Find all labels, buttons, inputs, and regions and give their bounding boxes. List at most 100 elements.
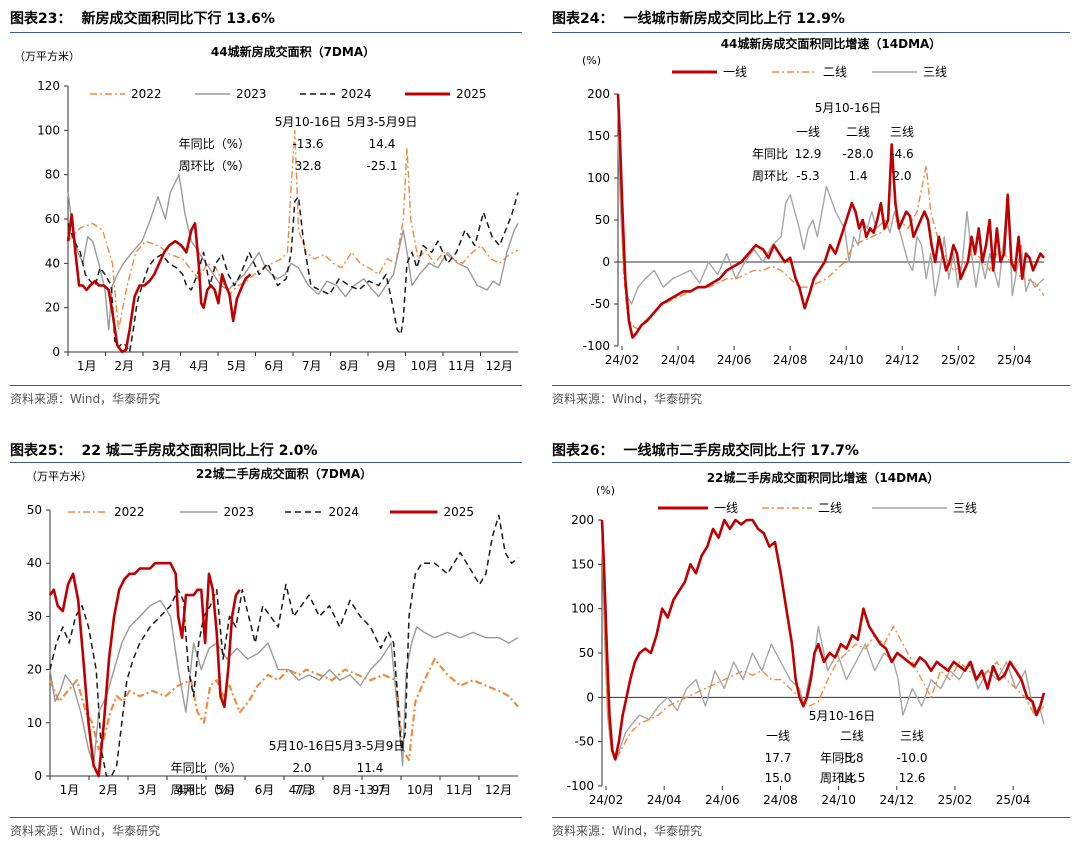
- panel-label: 图表23：: [10, 11, 72, 27]
- x-tick-label: 7月: [302, 359, 322, 373]
- y-axis-unit: (%): [596, 484, 615, 497]
- annotation-cell: 2.0: [892, 169, 911, 183]
- x-tick-label: 12月: [485, 783, 512, 797]
- x-tick-label: 24/04: [647, 793, 682, 807]
- x-tick-label: 24/02: [605, 353, 640, 367]
- annotation-cell: 5月3-5月9日: [335, 739, 406, 753]
- annotation-cell: 32.8: [295, 159, 322, 173]
- panel-label: 图表26：: [552, 443, 614, 459]
- annotation-cell: -5.3: [796, 169, 819, 183]
- panel-label: 图表25：: [10, 443, 72, 459]
- x-tick-label: 3月: [138, 783, 158, 797]
- series-line-一线: [616, 93, 1045, 339]
- annotation-cell: 11.4: [357, 761, 384, 775]
- y-tick-label: 0: [34, 769, 42, 783]
- y-tick-label: 150: [571, 557, 594, 571]
- legend-label-三线: 三线: [923, 65, 947, 79]
- annotation-cell: 一线: [766, 729, 790, 743]
- legend-label-2022: 2022: [131, 87, 162, 101]
- annotation-cell: -28.0: [842, 147, 873, 161]
- x-tick-label: 24/10: [829, 353, 864, 367]
- source-note: 资料来源：Wind，华泰研究: [552, 824, 703, 838]
- panel-title-text: 新房成交面积同比下行 13.6%: [81, 11, 275, 27]
- annotation-cell: 年同比（%）: [179, 137, 250, 151]
- chart-title: 44城新房成交面积同比增速（14DMA）: [721, 36, 942, 51]
- annotation-cell: 14.4: [369, 137, 396, 151]
- annotation-cell: -13.6: [292, 137, 323, 151]
- chart-tier1-secondhand-yoy: 22城二手房成交面积同比增速（14DMA） (%) -100 -50 0 50 100 150…: [567, 470, 1046, 807]
- series-line-2024: [67, 192, 519, 353]
- annotation-cell: 三线: [890, 125, 914, 139]
- y-axis-unit: （万平方米）: [26, 469, 92, 483]
- panel-title: 图表23： 新房成交面积同比下行 13.6%: [10, 8, 275, 28]
- y-tick-label: 50: [27, 503, 42, 517]
- panel-title-text: 22 城二手房成交面积同比上行 2.0%: [81, 443, 318, 459]
- y-tick-label: -100: [583, 339, 610, 353]
- y-tick-label: 0: [602, 255, 610, 269]
- chart-title: 44城新房成交面积（7DMA）: [211, 44, 375, 59]
- series-line-二线: [617, 102, 1045, 330]
- legend-label-2025: 2025: [444, 505, 475, 519]
- y-tick-label: 30: [27, 609, 42, 623]
- y-tick-label: 100: [37, 123, 60, 137]
- y-tick-label: 150: [587, 129, 610, 143]
- y-tick-label: -100: [567, 779, 594, 793]
- annotation-cell: -25.1: [366, 159, 397, 173]
- x-tick-label: 24/10: [821, 793, 856, 807]
- y-tick-label: 0: [586, 690, 594, 704]
- title-rule: [552, 462, 1070, 463]
- legend-label-2023: 2023: [236, 87, 267, 101]
- x-tick-label: 25/02: [941, 353, 976, 367]
- y-tick-label: 100: [587, 171, 610, 185]
- source-note: 资料来源：Wind，华泰研究: [10, 824, 161, 838]
- y-tick-label: 20: [27, 663, 42, 677]
- legend-label-2024: 2024: [341, 87, 372, 101]
- annotation-cell: 二线: [840, 729, 864, 743]
- series-line-2025: [48, 561, 241, 778]
- y-tick-label: 20: [45, 301, 60, 315]
- series-line-2025: [66, 213, 252, 354]
- annotation-cell: 周环比: [820, 771, 856, 785]
- annotation-cell: 5月10-16日: [815, 101, 882, 115]
- annotation-cell: 周环比（%）: [171, 783, 242, 797]
- annotation-cell: -10.0: [896, 751, 927, 765]
- annotation-cell: -13.7: [354, 783, 385, 797]
- x-tick-label: 24/06: [717, 353, 752, 367]
- annotation-cell: -5.8: [840, 751, 863, 765]
- panel-title-text: 一线城市新房成交同比上行 12.9%: [623, 11, 845, 27]
- legend-label-2023: 2023: [224, 505, 255, 519]
- x-tick-label: 24/06: [705, 793, 740, 807]
- legend-label-2025: 2025: [456, 87, 487, 101]
- y-tick-label: 100: [571, 602, 594, 616]
- x-tick-label: 5月: [227, 359, 247, 373]
- chart-title: 22城二手房成交面积（7DMA）: [196, 466, 372, 481]
- x-tick-label: 4月: [177, 783, 197, 797]
- panel-title: 图表24： 一线城市新房成交同比上行 12.9%: [552, 8, 845, 28]
- x-tick-label: 9月: [372, 783, 392, 797]
- source-rule: [10, 817, 522, 818]
- annotation-cell: 二线: [846, 125, 870, 139]
- x-tick-label: 11月: [448, 359, 475, 373]
- annotation-cell: -4.6: [890, 147, 913, 161]
- panel-25: 图表25： 22 城二手房成交面积同比上行 2.0% 22城二手房成交面积（7DM…: [10, 432, 522, 847]
- annotation-cell: 47.3: [289, 783, 316, 797]
- y-axis-unit: （万平方米）: [14, 49, 80, 63]
- chart-newhouse-area: 44城新房成交面积（7DMA） （万平方米） 0 20 40 60 80 100 120 1月 2月…: [14, 44, 519, 373]
- panel-title: 图表26： 一线城市二手房成交同比上行 17.7%: [552, 440, 859, 460]
- source-rule: [552, 385, 1070, 386]
- x-tick-label: 25/04: [996, 793, 1031, 807]
- legend-label-三线: 三线: [953, 501, 977, 515]
- title-rule: [10, 32, 522, 33]
- annotation-cell: 年同比（%）: [171, 761, 242, 775]
- x-tick-label: 10月: [411, 359, 438, 373]
- y-tick-label: 200: [587, 87, 610, 101]
- annotation-cell: 15.0: [765, 771, 792, 785]
- y-tick-label: -50: [574, 735, 594, 749]
- series-line-2024: [49, 514, 519, 777]
- x-tick-label: 25/02: [938, 793, 973, 807]
- x-tick-label: 11月: [446, 783, 473, 797]
- x-tick-label: 10月: [407, 783, 434, 797]
- x-tick-label: 24/08: [763, 793, 798, 807]
- x-tick-label: 24/08: [773, 353, 808, 367]
- panel-title: 图表25： 22 城二手房成交面积同比上行 2.0%: [10, 440, 318, 460]
